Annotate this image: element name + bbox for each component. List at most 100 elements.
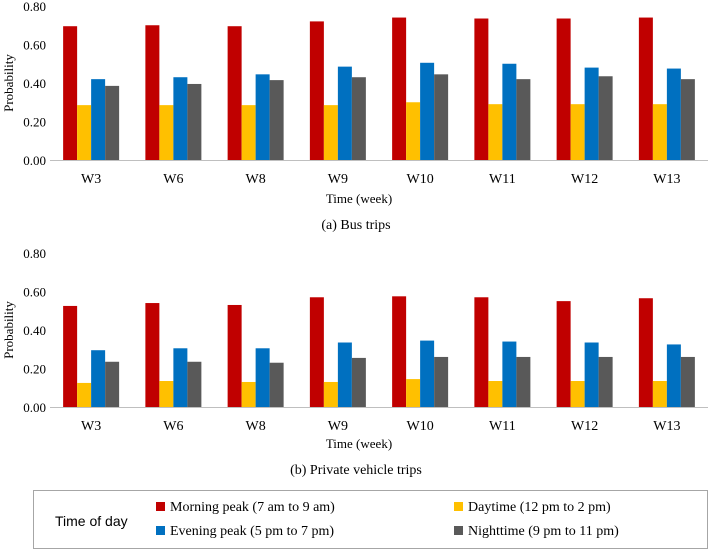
panel-a-bar-evening-w10 [420,62,435,160]
panel-b-bar-daytime-w9 [323,381,338,407]
panel-a-bar-evening-w11 [502,63,517,160]
panel-a-ytick-label: 0.80 [23,0,46,14]
panel-b-bar-nighttime-w3 [105,361,120,407]
panel-a-bar-morning-w10 [392,17,407,160]
panel-a-bar-evening-w8 [255,74,270,160]
panel-b-bar-evening-w12 [584,342,599,407]
panel-a-category-label: W3 [81,172,101,187]
legend-label-nighttime: Nighttime (9 pm to 11 pm) [468,524,619,539]
panel-b-bar-morning-w12 [556,301,571,407]
panel-b-category-label: W11 [489,419,516,434]
legend-swatch-daytime [454,502,463,511]
panel-a-bar-daytime-w10 [406,102,421,160]
panel-b-bar-morning-w3 [63,305,78,407]
panel-b-category-label: W13 [653,419,680,434]
panel-b-bar-evening-w13 [666,344,681,407]
legend-swatch-morning [156,502,165,511]
panel-a-ytick-label: 0.40 [23,76,46,91]
panel-b-bar-daytime-w12 [570,381,585,407]
panel-b-category-label: W9 [328,419,348,434]
panel-b-bar-morning-w13 [638,298,653,407]
panel-b-caption: (b) Private vehicle trips [290,463,422,478]
panel-b-bar-evening-w10 [420,340,435,407]
legend-label-daytime: Daytime (12 pm to 2 pm) [468,500,611,515]
panel-a-ytick-label: 0.20 [23,115,46,130]
panel-b-bar-morning-w9 [309,297,324,407]
panel-b-ytick-label: 0.20 [23,362,46,377]
panel-a-bar-nighttime-w11 [516,79,531,160]
panel-b-category-label: W10 [407,419,434,434]
panel-b-bar-nighttime-w6 [187,361,202,407]
panel-b-ytick-label: 0.60 [23,285,46,300]
panel-b-bar-nighttime-w13 [680,356,695,407]
panel-b-category-label: W8 [246,419,266,434]
panel-a-bar-morning-w9 [309,21,324,161]
panel-b-bar-evening-w11 [502,341,517,407]
panel-b-bar-evening-w6 [173,348,188,407]
panel-a-category-label: W12 [571,172,598,187]
panel-a-xlabel: Time (week) [326,191,392,206]
panel-a-category-label: W9 [328,172,348,187]
panel-b-bar-nighttime-w8 [269,362,284,407]
panel-b-ylabel: Probability [1,301,16,359]
panel-a-bar-daytime-w3 [77,105,92,160]
panel-a-bar-morning-w12 [556,18,571,161]
panel-a-bar-evening-w3 [91,79,106,160]
panel-a-category-label: W8 [246,172,266,187]
panel-b-bar-morning-w10 [392,296,407,407]
legend-box [33,490,708,549]
panel-b-category-label: W3 [81,419,101,434]
panel-b-bar-nighttime-w10 [434,356,449,407]
panel-a-bar-nighttime-w8 [269,80,284,160]
legend-swatch-nighttime [454,526,463,535]
panel-a-bar-nighttime-w13 [680,79,695,160]
panel-b-bar-daytime-w8 [241,381,256,407]
panel-a-bar-evening-w6 [173,77,188,160]
panel-a-bar-daytime-w9 [323,105,338,160]
panel-b-bar-morning-w8 [227,304,242,407]
panel-a-bar-morning-w8 [227,26,242,161]
panel-a-bar-nighttime-w12 [598,76,613,160]
legend-label-morning: Morning peak (7 am to 9 am) [170,500,335,515]
panel-b-bar-daytime-w10 [406,379,421,407]
panel-a-category-label: W10 [407,172,434,187]
panel-a-ytick-label: 0.00 [23,153,46,168]
panel-b-bar-nighttime-w12 [598,356,613,407]
panel-b-category-label: W6 [163,419,183,434]
panel-a-category-label: W13 [653,172,680,187]
panel-a-bar-morning-w11 [474,18,489,161]
panel-a-bar-nighttime-w3 [105,85,120,160]
panel-b-bar-morning-w11 [474,297,489,407]
panel-a-bar-evening-w12 [584,67,599,160]
panel-b-bar-nighttime-w9 [351,357,366,407]
panel-a-category-label: W6 [163,172,183,187]
panel-b-ytick-label: 0.00 [23,400,46,415]
panel-b-bar-daytime-w11 [488,381,503,407]
panel-a-bar-daytime-w11 [488,104,503,160]
panel-a-bar-nighttime-w9 [351,77,366,160]
panel-b-ytick-label: 0.40 [23,323,46,338]
panel-b-ytick-label: 0.80 [23,246,46,261]
panel-b-bar-daytime-w3 [77,382,92,407]
panel-b-bar-evening-w3 [91,350,106,407]
panel-b-bar-daytime-w13 [652,381,667,407]
panel-b-category-label: W12 [571,419,598,434]
panel-a-ytick-label: 0.60 [23,38,46,53]
panel-a-caption: (a) Bus trips [321,218,390,233]
panel-a-bar-nighttime-w10 [434,74,449,160]
panel-a-bar-daytime-w13 [652,104,667,160]
panel-a-bar-daytime-w12 [570,104,585,160]
panel-a-bar-morning-w3 [63,26,78,161]
panel-b-bar-morning-w6 [145,303,160,407]
panel-b-bar-nighttime-w11 [516,356,531,407]
panel-a-category-label: W11 [489,172,516,187]
panel-a-bar-evening-w9 [337,66,352,160]
panel-a-bar-morning-w6 [145,25,160,160]
panel-a-bar-daytime-w8 [241,105,256,160]
panel-a-ylabel: Probability [1,54,16,112]
panel-a-bar-nighttime-w6 [187,83,202,160]
panel-a-bar-evening-w13 [666,68,681,160]
legend-swatch-evening [156,526,165,535]
legend-title: Time of day [55,513,128,529]
